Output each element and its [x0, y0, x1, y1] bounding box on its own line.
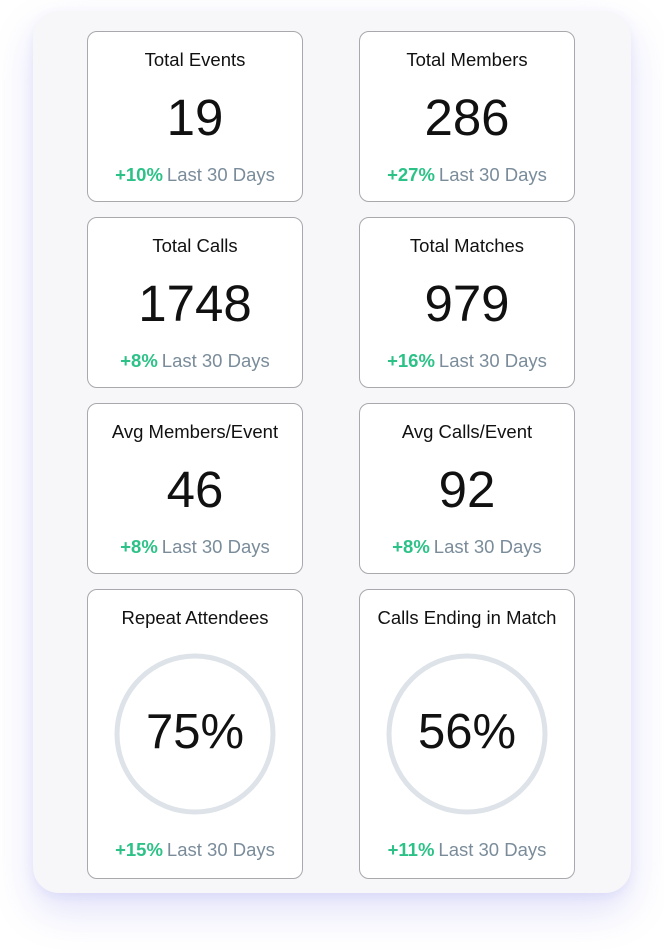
- card-value: 286: [424, 89, 510, 146]
- trend-period: Last 30 Days: [438, 350, 547, 371]
- ring-value: 75%: [145, 705, 245, 759]
- trend-delta: +16%: [387, 350, 435, 371]
- metrics-panel: Total Events 19 +10% Last 30 Days Total M…: [33, 11, 631, 893]
- progress-ring-graphic: [110, 649, 280, 819]
- stat-card-total-matches: Total Matches 979 +16% Last 30 Days: [359, 217, 575, 388]
- stat-card-total-calls: Total Calls 1748 +8% Last 30 Days: [87, 217, 303, 388]
- trend-delta: +8%: [120, 536, 158, 557]
- trend-delta: +8%: [392, 536, 430, 557]
- card-value: 979: [424, 275, 510, 332]
- trend-delta: +15%: [115, 839, 163, 860]
- stat-card-avg-calls-event: Avg Calls/Event 92 +8% Last 30 Days: [359, 403, 575, 574]
- ring-track: [386, 653, 548, 815]
- card-title: Avg Calls/Event: [401, 421, 533, 442]
- progress-ring: 75%: [109, 648, 281, 820]
- card-title: Total Calls: [152, 235, 238, 256]
- ring-card-repeat-attendees: Repeat Attendees 75% +15% Last 30 Days: [87, 589, 303, 879]
- card-title: Avg Members/Event: [111, 421, 279, 442]
- trend-delta: +10%: [115, 164, 163, 185]
- trend-period: Last 30 Days: [161, 350, 270, 371]
- card-trend: +27% Last 30 Days: [360, 164, 574, 186]
- card-trend: +15% Last 30 Days: [88, 839, 302, 861]
- ring-card-calls-ending-in-match: Calls Ending in Match 56% +11% Last 30 Da…: [359, 589, 575, 879]
- card-title: Repeat Attendees: [121, 607, 269, 628]
- progress-ring: 56%: [381, 648, 553, 820]
- ring-track: [114, 653, 276, 815]
- ring-value: 56%: [417, 705, 517, 759]
- card-trend: +16% Last 30 Days: [360, 350, 574, 372]
- card-title: Total Events: [144, 49, 246, 70]
- trend-delta: +27%: [387, 164, 435, 185]
- stat-card-total-members: Total Members 286 +27% Last 30 Days: [359, 31, 575, 202]
- card-title: Total Members: [406, 49, 528, 70]
- stat-card-total-events: Total Events 19 +10% Last 30 Days: [87, 31, 303, 202]
- card-trend: +8% Last 30 Days: [88, 350, 302, 372]
- card-trend: +8% Last 30 Days: [88, 536, 302, 558]
- trend-delta: +8%: [120, 350, 158, 371]
- card-title: Total Matches: [409, 235, 525, 256]
- stat-card-avg-members-event: Avg Members/Event 46 +8% Last 30 Days: [87, 403, 303, 574]
- card-trend: +11% Last 30 Days: [360, 839, 574, 861]
- trend-period: Last 30 Days: [433, 536, 542, 557]
- trend-delta: +11%: [387, 839, 435, 860]
- card-value: 1748: [138, 275, 252, 332]
- trend-period: Last 30 Days: [166, 839, 275, 860]
- card-value: 46: [166, 461, 224, 518]
- trend-period: Last 30 Days: [438, 839, 547, 860]
- trend-period: Last 30 Days: [438, 164, 547, 185]
- card-value: 92: [438, 461, 496, 518]
- trend-period: Last 30 Days: [161, 536, 270, 557]
- progress-ring-graphic: [382, 649, 552, 819]
- card-trend: +10% Last 30 Days: [88, 164, 302, 186]
- card-trend: +8% Last 30 Days: [360, 536, 574, 558]
- card-value: 19: [166, 89, 224, 146]
- card-title: Calls Ending in Match: [377, 607, 557, 628]
- trend-period: Last 30 Days: [166, 164, 275, 185]
